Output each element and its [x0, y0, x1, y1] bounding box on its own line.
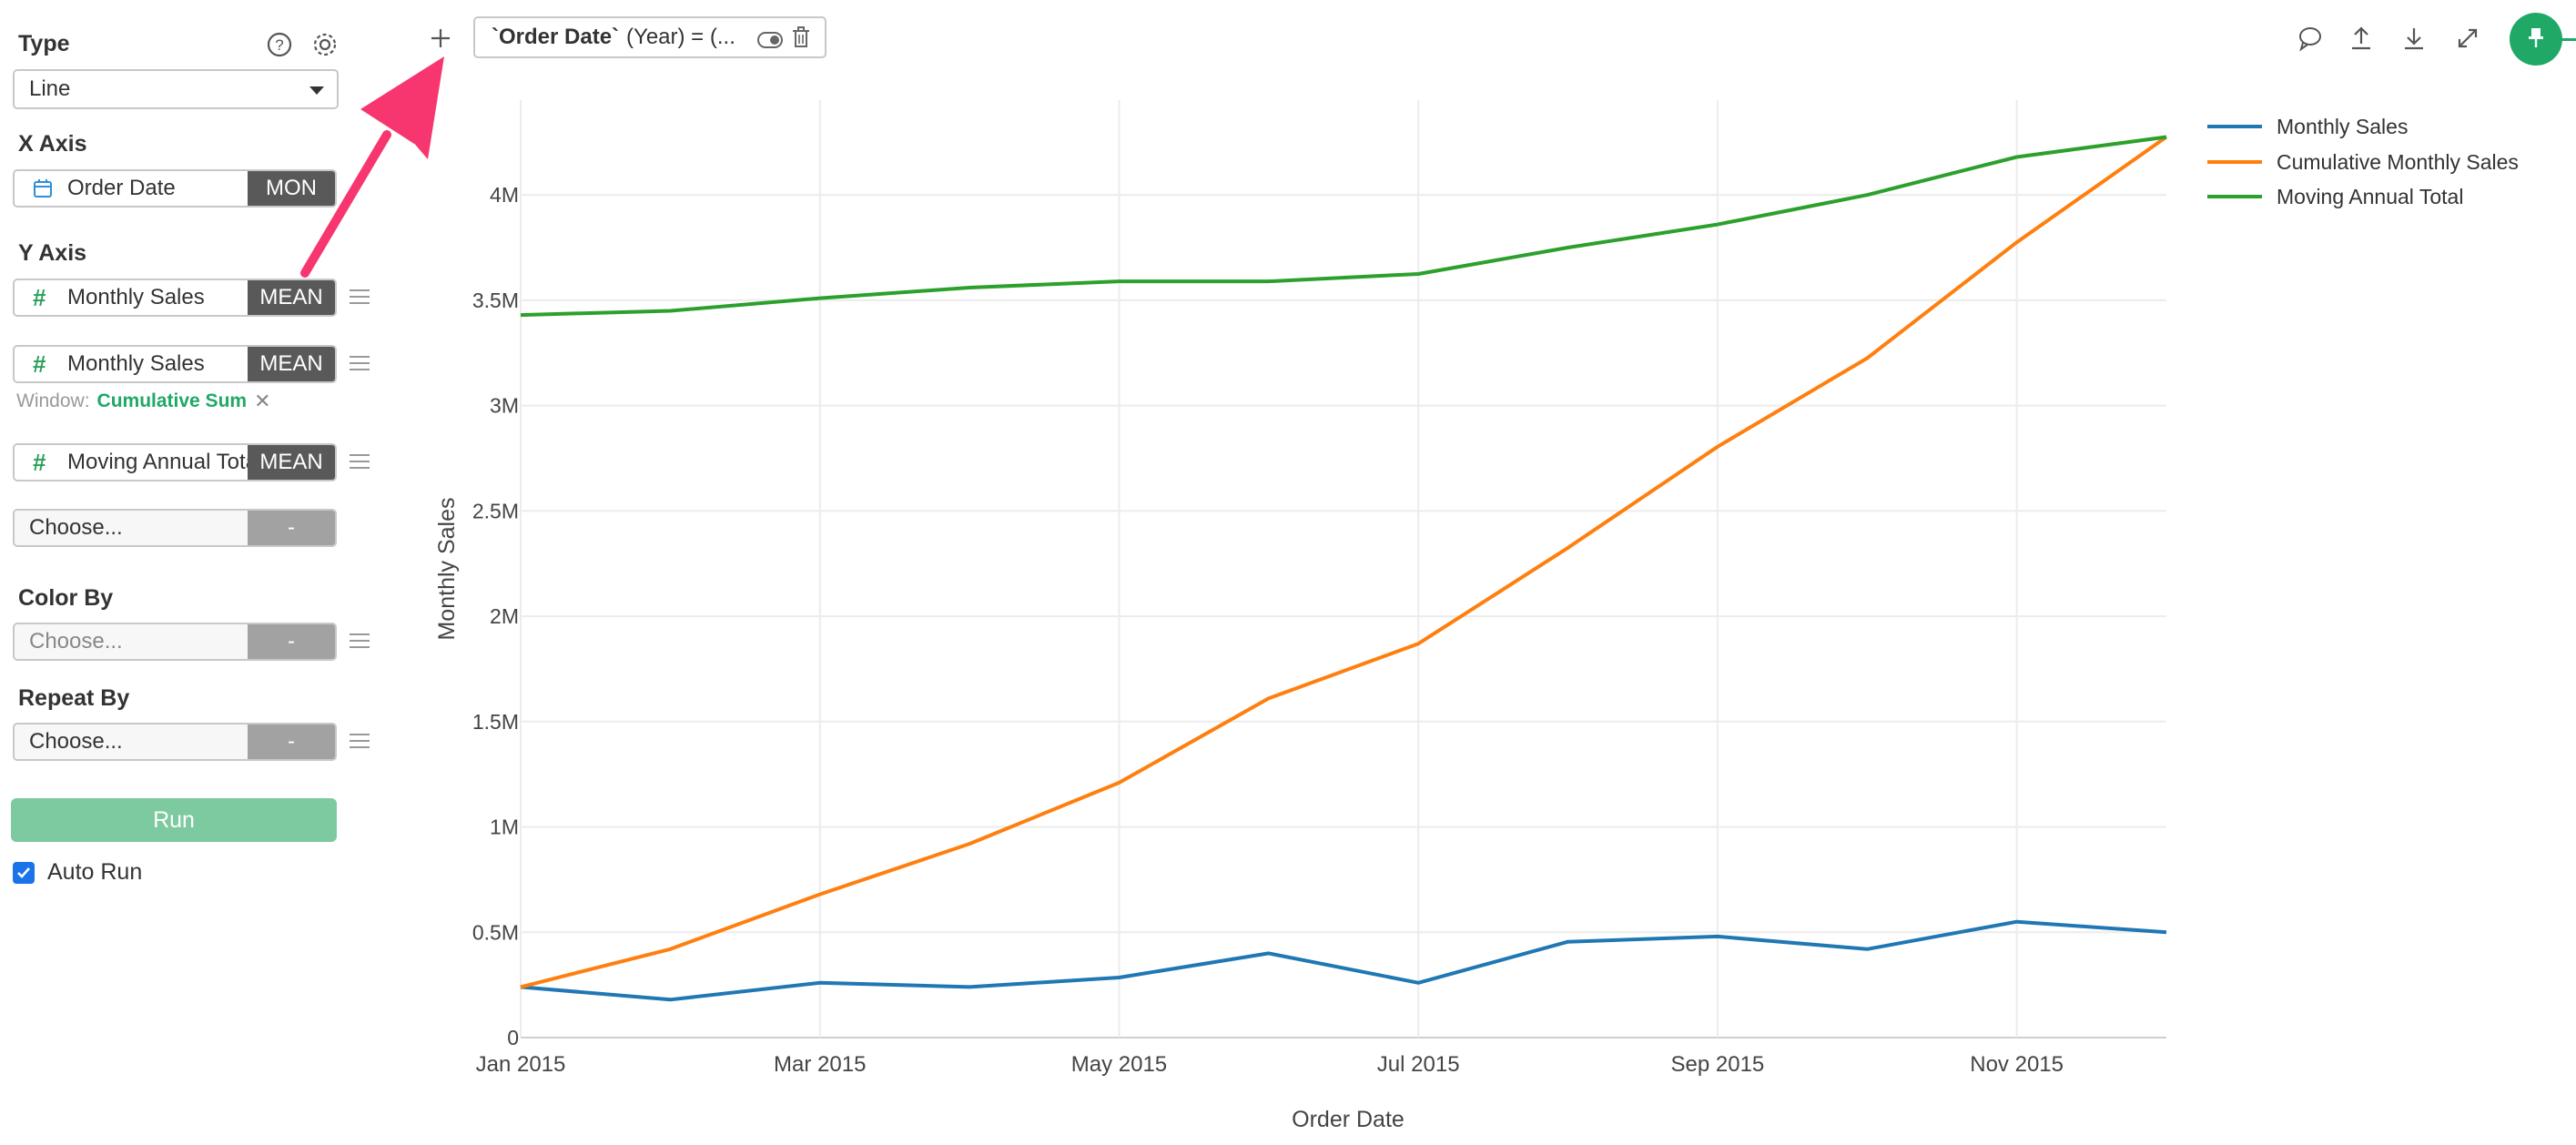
- svg-text:?: ?: [275, 36, 283, 54]
- legend-label: Moving Annual Total: [2277, 184, 2464, 208]
- choose-field-text: Choose...: [29, 729, 123, 754]
- drag-handle-icon[interactable]: [350, 734, 370, 748]
- x-tick-label: Mar 2015: [774, 1052, 866, 1077]
- y-axis-field-2[interactable]: # Monthly Sales MEAN: [13, 345, 337, 383]
- hash-icon: #: [33, 283, 46, 311]
- series-line-cumulative-monthly-sales: [520, 135, 2168, 989]
- pin-button[interactable]: [2510, 13, 2562, 66]
- repeat-by-field[interactable]: Choose... -: [13, 723, 337, 761]
- window-info: Window: Cumulative Sum ✕: [16, 390, 271, 413]
- drag-handle-icon[interactable]: [350, 356, 370, 370]
- x-axis-label: X Axis: [18, 131, 87, 157]
- close-icon[interactable]: ✕: [254, 390, 271, 412]
- legend-item-cumulative-monthly-sales[interactable]: Cumulative Monthly Sales: [2207, 148, 2519, 176]
- x-tick-label: Nov 2015: [1970, 1052, 2064, 1077]
- agg-empty-button[interactable]: -: [248, 724, 335, 759]
- chevron-down-icon: [309, 86, 324, 95]
- legend-label: Monthly Sales: [2277, 114, 2409, 138]
- help-icon[interactable]: ?: [266, 31, 293, 58]
- color-by-field[interactable]: Choose... -: [13, 623, 337, 661]
- y-tick-label: 1.5M: [472, 710, 519, 734]
- gear-icon[interactable]: [311, 31, 339, 58]
- drag-handle-icon[interactable]: [350, 633, 370, 648]
- calendar-icon: [15, 178, 53, 198]
- auto-run-checkbox[interactable]: [13, 861, 35, 884]
- y-field-name: Monthly Sales: [67, 285, 205, 309]
- drag-handle-icon[interactable]: [350, 454, 370, 469]
- series-line-moving-annual-total: [520, 135, 2167, 318]
- y-tick-label: 0.5M: [472, 920, 519, 944]
- y-tick-label: 3M: [490, 394, 519, 418]
- y-tick-label: 3.5M: [472, 289, 519, 312]
- y-axis-title: Monthly Sales: [434, 497, 460, 640]
- chart-type-value: Line: [29, 76, 71, 101]
- expand-icon[interactable]: [2453, 24, 2482, 53]
- color-by-label: Color By: [18, 585, 114, 611]
- y-axis-field-1[interactable]: # Monthly Sales MEAN: [13, 279, 337, 317]
- trash-icon[interactable]: [792, 26, 810, 55]
- agg-empty-button[interactable]: -: [248, 624, 335, 659]
- y-agg-button[interactable]: MEAN: [248, 347, 335, 381]
- choose-field-text: Choose...: [29, 515, 123, 540]
- upload-icon[interactable]: [2347, 24, 2376, 53]
- repeat-by-label: Repeat By: [18, 685, 130, 711]
- comment-icon[interactable]: [2296, 24, 2325, 53]
- legend-item-moving-annual-total[interactable]: Moving Annual Total: [2207, 183, 2463, 210]
- x-axis-field-name: Order Date: [67, 176, 176, 200]
- choose-field-text: Choose...: [29, 629, 123, 654]
- filter-chip[interactable]: `Order Date` (Year) = (...: [473, 16, 827, 58]
- legend-swatch: [2207, 195, 2262, 198]
- legend-label: Cumulative Monthly Sales: [2277, 149, 2519, 174]
- x-tick-label: May 2015: [1071, 1052, 1167, 1077]
- y-agg-button[interactable]: MEAN: [248, 445, 335, 480]
- run-button[interactable]: Run: [11, 798, 337, 842]
- window-value[interactable]: Cumulative Sum: [96, 390, 248, 411]
- auto-run-label: Auto Run: [47, 859, 143, 885]
- y-tick-label: 4M: [490, 183, 519, 207]
- chart-config-sidebar: Type ? Line X Axis Order Date MON Y Axis…: [0, 0, 382, 1145]
- y-tick-label: 0: [507, 1026, 519, 1049]
- type-label: Type: [18, 31, 70, 56]
- x-tick-label: Jan 2015: [476, 1052, 566, 1077]
- x-tick-label: Sep 2015: [1671, 1052, 1765, 1077]
- series-line-monthly-sales: [520, 919, 2167, 1002]
- auto-run-row: Auto Run: [13, 859, 142, 886]
- legend-swatch: [2207, 125, 2262, 128]
- download-icon[interactable]: [2399, 24, 2429, 53]
- agg-empty-button[interactable]: -: [248, 511, 335, 545]
- filter-condition: (Year) = (...: [626, 25, 735, 49]
- pin-connector: [2562, 38, 2576, 41]
- window-label: Window:: [16, 390, 90, 411]
- y-tick-label: 2.5M: [472, 499, 519, 522]
- add-filter-icon[interactable]: [426, 24, 455, 53]
- y-axis-add-field[interactable]: Choose... -: [13, 509, 337, 547]
- y-field-name: Moving Annual Total: [67, 450, 248, 474]
- x-tick-label: Jul 2015: [1377, 1052, 1460, 1077]
- y-field-name: Monthly Sales: [67, 351, 205, 376]
- drag-handle-icon[interactable]: [350, 289, 370, 304]
- y-tick-label: 1M: [490, 816, 519, 839]
- y-axis-field-3[interactable]: # Moving Annual Total MEAN: [13, 443, 337, 481]
- x-axis-title: Order Date: [1292, 1107, 1405, 1132]
- y-agg-button[interactable]: MEAN: [248, 280, 335, 315]
- hash-icon: #: [33, 350, 46, 378]
- pin-icon: [2524, 25, 2548, 54]
- hash-icon: #: [33, 448, 46, 476]
- chart-type-select[interactable]: Line: [13, 69, 339, 109]
- y-tick-label: 2M: [490, 604, 519, 628]
- filter-field: `Order Date`: [492, 25, 620, 49]
- toggle-icon[interactable]: [757, 29, 783, 55]
- legend-item-monthly-sales[interactable]: Monthly Sales: [2207, 113, 2408, 140]
- legend-swatch: [2207, 160, 2262, 164]
- y-axis-label: Y Axis: [18, 240, 87, 266]
